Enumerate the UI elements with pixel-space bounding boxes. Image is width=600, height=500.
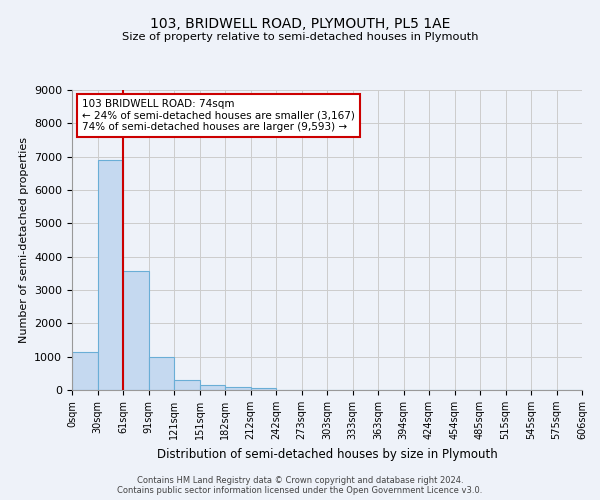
Bar bbox=[251, 388, 276, 390]
Y-axis label: Number of semi-detached properties: Number of semi-detached properties bbox=[19, 137, 29, 343]
Text: Size of property relative to semi-detached houses in Plymouth: Size of property relative to semi-detach… bbox=[122, 32, 478, 42]
Bar bbox=[149, 356, 174, 390]
Bar bbox=[225, 386, 251, 390]
Bar bbox=[97, 160, 123, 390]
Bar bbox=[72, 352, 97, 390]
Bar bbox=[123, 272, 149, 390]
Bar bbox=[199, 385, 225, 390]
X-axis label: Distribution of semi-detached houses by size in Plymouth: Distribution of semi-detached houses by … bbox=[157, 448, 497, 460]
Text: 103, BRIDWELL ROAD, PLYMOUTH, PL5 1AE: 103, BRIDWELL ROAD, PLYMOUTH, PL5 1AE bbox=[150, 18, 450, 32]
Text: Contains HM Land Registry data © Crown copyright and database right 2024.
Contai: Contains HM Land Registry data © Crown c… bbox=[118, 476, 482, 495]
Text: 103 BRIDWELL ROAD: 74sqm
← 24% of semi-detached houses are smaller (3,167)
74% o: 103 BRIDWELL ROAD: 74sqm ← 24% of semi-d… bbox=[82, 99, 355, 132]
Bar bbox=[174, 380, 199, 390]
